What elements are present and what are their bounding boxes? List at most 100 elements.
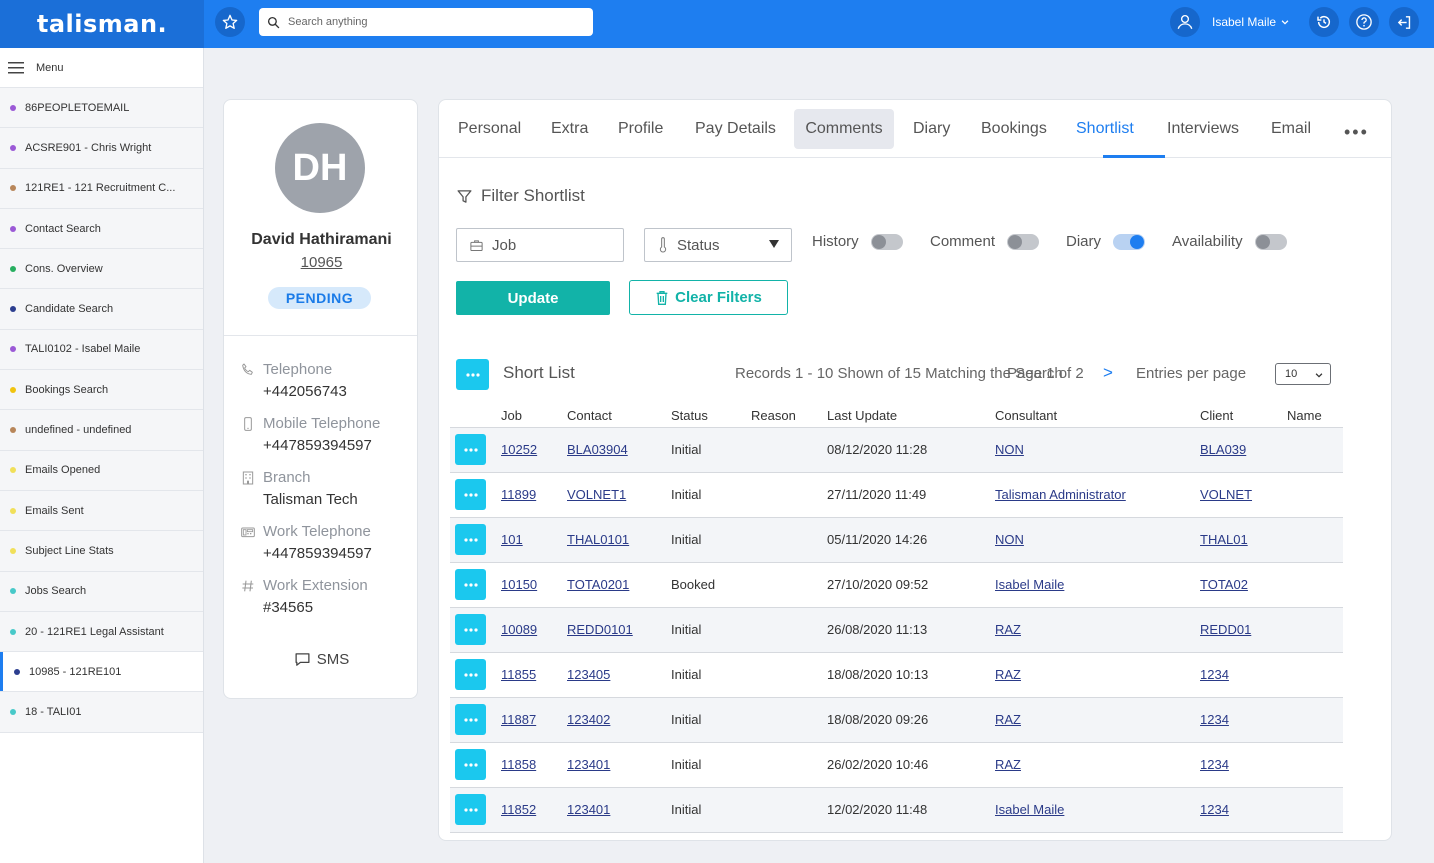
sidebar-item[interactable]: Cons. Overview — [0, 249, 203, 290]
row-actions-button[interactable] — [455, 749, 486, 780]
tab-pay-details[interactable]: Pay Details — [695, 120, 776, 137]
column-header[interactable]: Reason — [751, 408, 796, 423]
tab-profile[interactable]: Profile — [618, 120, 664, 137]
cell-contact[interactable]: VOLNET1 — [567, 487, 627, 502]
cell-contact[interactable]: 123401 — [567, 757, 611, 772]
diary-toggle[interactable] — [1113, 233, 1146, 250]
cell-contact[interactable]: 123402 — [567, 712, 611, 727]
sidebar-item[interactable]: Contact Search — [0, 209, 203, 250]
next-page-button[interactable]: > — [1103, 363, 1113, 382]
entries-per-page-select[interactable]: 10 — [1275, 363, 1331, 385]
tab-personal[interactable]: Personal — [458, 120, 522, 137]
cell-contact[interactable]: 123401 — [567, 802, 611, 817]
user-menu[interactable]: Isabel Maile — [1170, 7, 1290, 37]
tab-shortlist[interactable]: Shortlist — [1076, 120, 1134, 137]
cell-client[interactable]: TOTA02 — [1200, 577, 1248, 592]
cell-job[interactable]: 11852 — [501, 802, 537, 817]
cell-consultant[interactable]: Talisman Administrator — [995, 487, 1126, 502]
sidebar-item[interactable]: 10985 - 121RE101 — [0, 652, 203, 693]
sms-button[interactable]: SMS — [224, 651, 419, 668]
cell-client[interactable]: 1234 — [1200, 667, 1229, 682]
cell-job[interactable]: 101 — [501, 532, 523, 547]
history-toggle[interactable] — [870, 233, 903, 250]
search-box[interactable] — [259, 8, 593, 36]
cell-consultant[interactable]: NON — [995, 442, 1024, 457]
chevron-down-icon[interactable] — [1280, 17, 1290, 27]
column-header[interactable]: Job — [501, 408, 522, 423]
cell-contact[interactable]: REDD0101 — [567, 622, 633, 637]
cell-client[interactable]: 1234 — [1200, 802, 1229, 817]
search-input[interactable] — [288, 16, 578, 28]
shortlist-actions-button[interactable] — [456, 359, 489, 390]
help-button[interactable] — [1349, 7, 1379, 37]
sidebar-item[interactable]: 18 - TALI01 — [0, 692, 203, 733]
logo-area[interactable]: talisman. — [0, 0, 204, 48]
cell-client[interactable]: 1234 — [1200, 757, 1229, 772]
sidebar-item[interactable]: Emails Opened — [0, 451, 203, 491]
clear-filters-button[interactable]: Clear Filters — [629, 280, 788, 315]
cell-client[interactable]: BLA039 — [1200, 442, 1247, 457]
cell-consultant[interactable]: NON — [995, 532, 1024, 547]
sidebar-item[interactable]: Candidate Search — [0, 289, 203, 330]
cell-client[interactable]: REDD01 — [1200, 622, 1252, 637]
cell-consultant[interactable]: Isabel Maile — [995, 577, 1065, 592]
row-actions-button[interactable] — [455, 479, 486, 510]
logout-button[interactable] — [1389, 7, 1419, 37]
tab-email[interactable]: Email — [1271, 120, 1312, 137]
tab-bookings[interactable]: Bookings — [981, 120, 1047, 137]
row-actions-button[interactable] — [455, 614, 486, 645]
cell-contact[interactable]: TOTA0201 — [567, 577, 630, 592]
sidebar-item[interactable]: Emails Sent — [0, 491, 203, 532]
row-actions-button[interactable] — [455, 569, 486, 600]
tab-comments[interactable]: Comments — [794, 109, 894, 149]
cell-job[interactable]: 10252 — [501, 442, 538, 457]
column-header[interactable]: Status — [671, 408, 708, 423]
menu-toggle[interactable]: Menu — [0, 48, 203, 88]
column-header[interactable]: Name — [1287, 408, 1322, 423]
sidebar-item[interactable]: undefined - undefined — [0, 410, 203, 451]
job-input[interactable] — [492, 236, 612, 254]
row-actions-button[interactable] — [455, 794, 486, 825]
sidebar-item[interactable]: 20 - 121RE1 Legal Assistant — [0, 612, 203, 653]
comment-toggle[interactable] — [1007, 233, 1040, 250]
history-button[interactable] — [1309, 7, 1339, 37]
cell-consultant[interactable]: Isabel Maile — [995, 802, 1065, 817]
column-header[interactable]: Client — [1200, 408, 1234, 423]
cell-job[interactable]: 11899 — [501, 487, 537, 502]
tab-diary[interactable]: Diary — [913, 120, 951, 137]
row-actions-button[interactable] — [455, 704, 486, 735]
cell-client[interactable]: 1234 — [1200, 712, 1229, 727]
cell-job[interactable]: 10150 — [501, 577, 538, 592]
tab-interviews[interactable]: Interviews — [1167, 120, 1240, 137]
logo[interactable]: talisman. — [36, 10, 168, 38]
column-header[interactable]: Contact — [567, 408, 612, 423]
column-header[interactable]: Consultant — [995, 408, 1058, 423]
cell-consultant[interactable]: RAZ — [995, 757, 1021, 772]
row-actions-button[interactable] — [455, 434, 486, 465]
favorites-button[interactable] — [215, 7, 245, 37]
cell-job[interactable]: 11887 — [501, 712, 537, 727]
profile-id-link[interactable]: 10965 — [300, 254, 343, 271]
sidebar-item[interactable]: Jobs Search — [0, 572, 203, 612]
column-header[interactable]: Last Update — [827, 408, 898, 423]
user-avatar[interactable] — [1170, 7, 1200, 37]
cell-consultant[interactable]: RAZ — [995, 622, 1021, 637]
cell-contact[interactable]: 123405 — [567, 667, 611, 682]
sidebar-item[interactable]: Bookings Search — [0, 370, 203, 411]
sidebar-item[interactable]: 121RE1 - 121 Recruitment C... — [0, 169, 203, 209]
availability-toggle[interactable] — [1254, 233, 1287, 250]
user-name[interactable]: Isabel Maile — [1212, 15, 1277, 29]
job-field[interactable] — [456, 228, 624, 262]
cell-contact[interactable]: BLA03904 — [567, 442, 628, 457]
cell-client[interactable]: THAL01 — [1200, 532, 1248, 547]
cell-job[interactable]: 11858 — [501, 757, 537, 772]
cell-client[interactable]: VOLNET — [1200, 487, 1253, 502]
cell-consultant[interactable]: RAZ — [995, 667, 1021, 682]
sidebar-item[interactable]: TALI0102 - Isabel Maile — [0, 330, 203, 371]
row-actions-button[interactable] — [455, 659, 486, 690]
update-button[interactable]: Update — [456, 281, 610, 315]
tab-extra[interactable]: Extra — [551, 120, 589, 137]
sidebar-item[interactable]: ACSRE901 - Chris Wright — [0, 128, 203, 169]
cell-job[interactable]: 11855 — [501, 667, 537, 682]
row-actions-button[interactable] — [455, 524, 486, 555]
